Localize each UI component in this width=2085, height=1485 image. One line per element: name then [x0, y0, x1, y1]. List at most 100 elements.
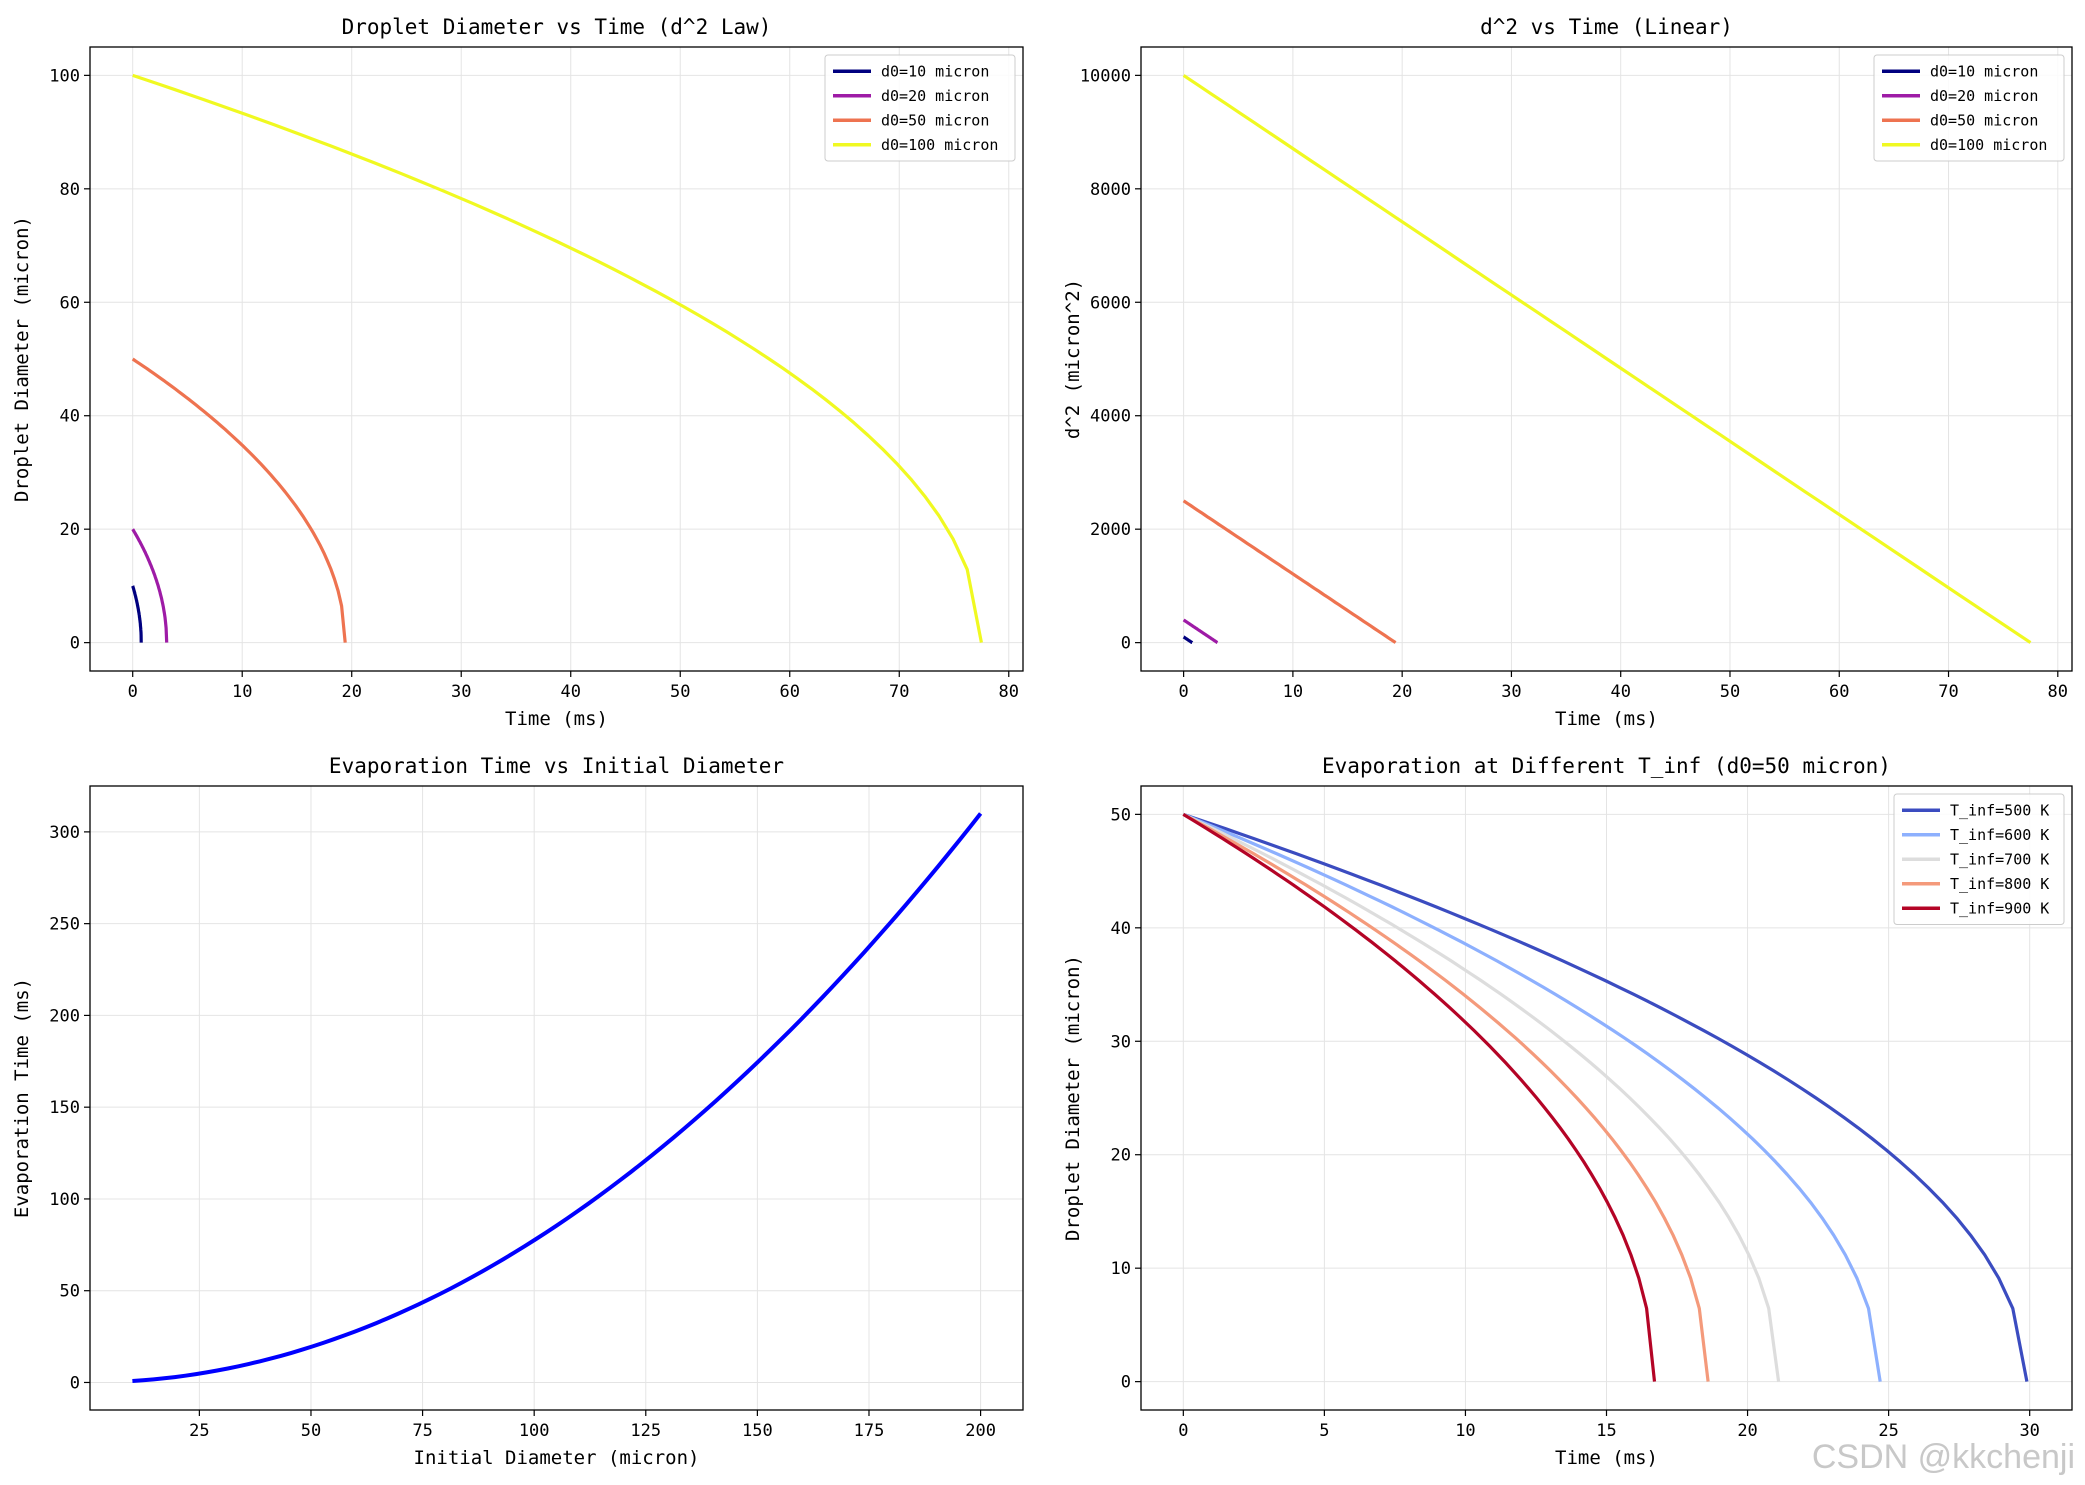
legend-label: T_inf=900 K [1950, 899, 2049, 917]
x-tick-label: 80 [2048, 682, 2068, 702]
legend-box [1873, 54, 2065, 162]
x-axis-label: Time (ms) [505, 708, 608, 730]
x-tick-label: 20 [341, 682, 361, 702]
axes-frame [1140, 46, 2073, 672]
x-tick-label: 30 [2019, 1421, 2039, 1441]
series-line-1 [132, 812, 983, 1383]
chart-title: Droplet Diameter vs Time (d^2 Law) [342, 15, 772, 39]
x-tick-label: 0 [128, 682, 138, 702]
y-tick-label: 250 [49, 915, 80, 935]
y-tick-label: 150 [49, 1098, 80, 1118]
y-tick-label: 6000 [1090, 293, 1131, 313]
x-tick-label: 40 [560, 682, 580, 702]
x-tick-label: 10 [1455, 1421, 1475, 1441]
x-tick-label: 10 [232, 682, 252, 702]
chart-title: Evaporation Time vs Initial Diameter [329, 754, 784, 778]
legend: d0=10 micron d0=20 micron d0=50 micron d0=1… [1873, 54, 2065, 162]
series-line-3 [1182, 499, 1397, 644]
y-tick-label: 20 [1111, 1146, 1131, 1166]
series-line-2 [1182, 618, 1219, 645]
chart-panel-4: 0 5 10 15 20 25 30 0 10 20 30 40 50 Evaporation at Di… [1062, 754, 2073, 1469]
y-tick-label: 300 [49, 823, 80, 843]
legend-label: T_inf=500 K [1950, 801, 2049, 819]
y-tick-label: 10 [1111, 1259, 1131, 1279]
series-line-1 [131, 584, 143, 643]
y-tick-label: 30 [1111, 1032, 1131, 1052]
legend-label: d0=20 micron [881, 87, 989, 105]
y-tick-label: 80 [60, 180, 80, 200]
legend-box [1893, 793, 2065, 925]
chart-panel-2: 0 10 20 30 40 50 60 70 80 0 2000 4000 6000 8000 10000 d… [1062, 15, 2073, 730]
legend-box [824, 54, 1016, 162]
x-tick-label: 20 [1737, 1421, 1757, 1441]
legend-label: d0=50 micron [1930, 111, 2038, 129]
x-tick-label: 10 [1283, 682, 1303, 702]
x-tick-label: 50 [301, 1421, 321, 1441]
x-axis-label: Initial Diameter (micron) [414, 1447, 700, 1469]
legend-label: d0=100 micron [881, 136, 998, 154]
y-tick-label: 50 [60, 1282, 80, 1302]
x-tick-label: 75 [412, 1421, 432, 1441]
y-tick-label: 2000 [1090, 520, 1131, 540]
x-tick-label: 80 [999, 682, 1019, 702]
y-axis-label: Evaporation Time (ms) [11, 978, 33, 1218]
y-tick-label: 8000 [1090, 180, 1131, 200]
x-tick-label: 40 [1610, 682, 1630, 702]
x-tick-label: 0 [1178, 1421, 1188, 1441]
y-tick-label: 0 [1121, 1373, 1131, 1393]
series-line-3 [131, 357, 347, 643]
legend-label: d0=10 micron [881, 62, 989, 80]
series-line-1 [1182, 635, 1194, 645]
x-tick-label: 25 [189, 1421, 209, 1441]
x-tick-label: 100 [519, 1421, 550, 1441]
x-axis-label: Time (ms) [1555, 708, 1658, 730]
x-tick-label: 5 [1319, 1421, 1329, 1441]
x-tick-label: 20 [1392, 682, 1412, 702]
x-tick-label: 150 [742, 1421, 773, 1441]
y-tick-label: 0 [70, 1373, 80, 1393]
legend: T_inf=500 K T_inf=600 K T_inf=700 K T_inf=8… [1893, 793, 2065, 925]
legend-label: d0=50 micron [881, 111, 989, 129]
legend-label: d0=10 micron [1930, 62, 2038, 80]
x-tick-label: 15 [1596, 1421, 1616, 1441]
x-axis-label: Time (ms) [1555, 1447, 1658, 1469]
series-line-4 [1182, 812, 1710, 1382]
y-tick-label: 20 [60, 520, 80, 540]
y-tick-label: 0 [70, 634, 80, 654]
chart-title: Evaporation at Different T_inf (d0=50 mi… [1322, 754, 1891, 778]
y-tick-label: 10000 [1080, 66, 1131, 86]
series-line-3 [1182, 812, 1781, 1382]
legend-label: d0=20 micron [1930, 87, 2038, 105]
axes-frame [89, 46, 1024, 672]
y-tick-label: 50 [1111, 805, 1131, 825]
x-tick-label: 125 [630, 1421, 661, 1441]
y-tick-label: 100 [49, 66, 80, 86]
y-axis-label: d^2 (micron^2) [1062, 279, 1084, 439]
chart-panel-1: 0 10 20 30 40 50 60 70 80 0 20 40 60 80 100 Droplet Dia… [11, 15, 1024, 730]
y-tick-label: 100 [49, 1190, 80, 1210]
chart-title: d^2 vs Time (Linear) [1480, 15, 1733, 39]
series-line-2 [1182, 812, 1882, 1382]
series-line-4 [1182, 74, 2032, 644]
x-tick-label: 175 [854, 1421, 885, 1441]
x-tick-label: 25 [1878, 1421, 1898, 1441]
y-tick-label: 200 [49, 1006, 80, 1026]
legend-label: T_inf=700 K [1950, 850, 2049, 868]
x-tick-label: 50 [670, 682, 690, 702]
legend: d0=10 micron d0=20 micron d0=50 micron d0=1… [824, 54, 1016, 162]
legend-label: d0=100 micron [1930, 136, 2047, 154]
y-tick-label: 40 [1111, 919, 1131, 939]
chart-panel-3: 25 50 75 100 125 150 175 200 0 50 100 150 200 250 300 E… [11, 754, 1024, 1469]
y-axis-label: Droplet Diameter (micron) [1062, 955, 1084, 1241]
y-tick-label: 40 [60, 407, 80, 427]
x-tick-label: 30 [1501, 682, 1521, 702]
watermark: CSDN @kkchenji [1811, 1438, 2075, 1476]
x-tick-label: 70 [889, 682, 909, 702]
y-axis-label: Droplet Diameter (micron) [11, 216, 33, 502]
legend-label: T_inf=800 K [1950, 875, 2049, 893]
x-tick-label: 30 [451, 682, 471, 702]
axes-frame [89, 785, 1024, 1411]
x-tick-label: 70 [1938, 682, 1958, 702]
x-tick-label: 60 [780, 682, 800, 702]
